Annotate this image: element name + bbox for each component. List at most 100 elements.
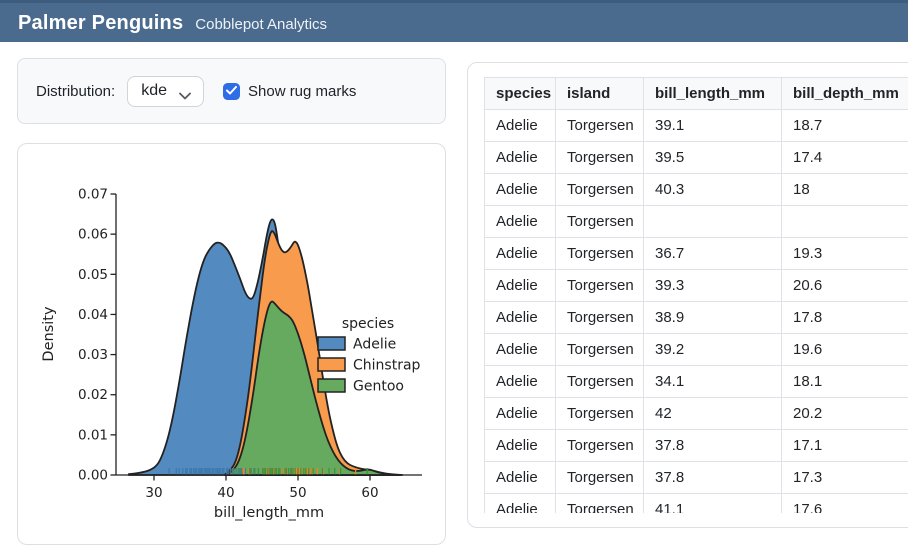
table-cell: 20.2: [781, 397, 908, 430]
kde-plot: 30 40 50 60 0.00 0.01 0.02 0.03 0.04 0.05 0.06 0.07…: [41, 187, 422, 521]
table-cell: Adelie: [484, 365, 556, 398]
table-cell: 20.6: [781, 269, 908, 302]
table-scroll-area[interactable]: species island bill_length_mm bill_depth_mm…: [484, 77, 908, 513]
table-cell: Torgersen: [555, 173, 644, 206]
table-cell: Torgersen: [555, 237, 644, 270]
table-cell: 18.7: [781, 109, 908, 142]
x-tick-label: 60: [361, 485, 378, 501]
table-cell: Torgersen: [555, 333, 644, 366]
table-row: Adelie Torgersen 40.3 18: [484, 173, 908, 206]
y-tick-label: 0.01: [78, 427, 108, 443]
table-header-cell: bill_depth_mm: [781, 77, 908, 110]
table-cell: Torgersen: [555, 397, 644, 430]
legend-label: Adelie: [353, 337, 396, 353]
table-row: Adelie Torgersen 34.1 18.1: [484, 365, 908, 398]
table-cell: 17.3: [781, 461, 908, 494]
rug-checkbox-label[interactable]: Show rug marks: [248, 82, 357, 100]
table-row: Adelie Torgersen 39.3 20.6: [484, 269, 908, 302]
table-cell: 18: [781, 173, 908, 206]
table-cell: Adelie: [484, 205, 556, 238]
main-content: Distribution: kde Show rug marks 30 40 50 6…: [0, 42, 908, 545]
table-cell: 37.8: [643, 429, 782, 462]
table-cell: 40.3: [643, 173, 782, 206]
app-title: Palmer Penguins: [18, 12, 184, 34]
table-cell: Adelie: [484, 493, 556, 513]
table-cell: Torgersen: [555, 269, 644, 302]
x-tick-label: 30: [145, 485, 162, 501]
table-cell: 34.1: [643, 365, 782, 398]
table-row: Adelie Torgersen 41.1 17.6: [484, 493, 908, 513]
table-cell: Torgersen: [555, 301, 644, 334]
penguin-table: species island bill_length_mm bill_depth_mm…: [484, 77, 908, 513]
table-cell: Torgersen: [555, 429, 644, 462]
table-cell: 39.3: [643, 269, 782, 302]
check-icon: [226, 82, 237, 100]
distribution-selected-value: kde: [141, 81, 167, 99]
legend-swatch-gentoo: [317, 378, 346, 393]
table-row: Adelie Torgersen 36.7 19.3: [484, 237, 908, 270]
distribution-label: Distribution:: [36, 82, 116, 100]
table-row: Adelie Torgersen: [484, 205, 908, 238]
legend-swatch-chinstrap: [317, 357, 346, 372]
table-header-row: species island bill_length_mm bill_depth_mm: [484, 77, 908, 110]
table-panel: species island bill_length_mm bill_depth_mm…: [467, 62, 908, 528]
table-cell: [643, 205, 782, 238]
table-header-cell: bill_length_mm: [643, 77, 782, 110]
table-row: Adelie Torgersen 39.1 18.7: [484, 109, 908, 142]
y-tick-label: 0.05: [78, 267, 108, 283]
axes: [110, 193, 422, 481]
distribution-select[interactable]: kde: [127, 75, 204, 107]
table-row: Adelie Torgersen 37.8 17.1: [484, 429, 908, 462]
rug-checkbox[interactable]: [223, 82, 240, 100]
legend-title: species: [342, 316, 394, 332]
table-cell: Adelie: [484, 109, 556, 142]
table-cell: 19.6: [781, 333, 908, 366]
table-cell: 17.8: [781, 301, 908, 334]
table-cell: 37.8: [643, 461, 782, 494]
x-axis-label: bill_length_mm: [214, 505, 324, 521]
table-cell: 38.9: [643, 301, 782, 334]
table-row: Adelie Torgersen 37.8 17.3: [484, 461, 908, 494]
table-cell: Adelie: [484, 397, 556, 430]
table-cell: Adelie: [484, 269, 556, 302]
x-tick-label: 40: [217, 485, 234, 501]
table-cell: 17.4: [781, 141, 908, 174]
table-cell: Adelie: [484, 237, 556, 270]
table-cell: Adelie: [484, 461, 556, 494]
table-cell: Torgersen: [555, 141, 644, 174]
table-row: Adelie Torgersen 42 20.2: [484, 397, 908, 430]
y-tick-label: 0.02: [78, 387, 108, 403]
legend: species Adelie Chinstrap Gentoo: [317, 316, 421, 395]
table-cell: Adelie: [484, 429, 556, 462]
table-cell: 42: [643, 397, 782, 430]
legend-swatch-adelie: [317, 336, 346, 351]
table-row: Adelie Torgersen 39.2 19.6: [484, 333, 908, 366]
table-cell: 36.7: [643, 237, 782, 270]
table-row: Adelie Torgersen 39.5 17.4: [484, 141, 908, 174]
y-axis-label: Density: [41, 306, 57, 362]
table-cell: 41.1: [643, 493, 782, 513]
chart-panel: 30 40 50 60 0.00 0.01 0.02 0.03 0.04 0.05 0.06 0.07…: [17, 143, 446, 545]
table-cell: [781, 205, 908, 238]
legend-label: Gentoo: [353, 379, 404, 395]
table-cell: 39.5: [643, 141, 782, 174]
table-cell: Torgersen: [555, 109, 644, 142]
app-subtitle: Cobblepot Analytics: [195, 16, 328, 33]
table-cell: 19.3: [781, 237, 908, 270]
kde-area-gentoo: [226, 300, 402, 476]
table-cell: Torgersen: [555, 493, 644, 513]
table-cell: 17.6: [781, 493, 908, 513]
table-header-cell: island: [555, 77, 644, 110]
controls-panel: Distribution: kde Show rug marks: [17, 58, 446, 124]
x-tick-label: 50: [289, 485, 306, 501]
right-column: species island bill_length_mm bill_depth_mm…: [467, 58, 908, 545]
table-body: Adelie Torgersen 39.1 18.7 Adelie Torgersen 39…: [484, 109, 908, 513]
y-tick-label: 0.03: [78, 347, 108, 363]
y-tick-label: 0.06: [78, 227, 108, 243]
legend-label: Chinstrap: [353, 358, 421, 374]
rug-marks-gentoo: [231, 468, 368, 475]
table-row: Adelie Torgersen 38.9 17.8: [484, 301, 908, 334]
table-cell: 39.2: [643, 333, 782, 366]
y-tick-label: 0.04: [78, 307, 108, 323]
table-cell: Torgersen: [555, 205, 644, 238]
